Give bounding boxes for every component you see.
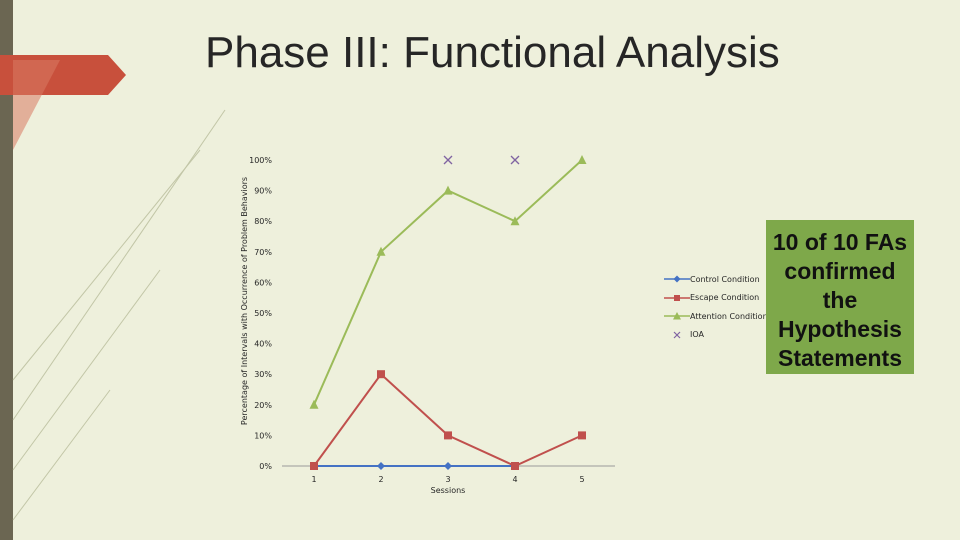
data-point-triangle [577, 155, 587, 164]
series-ioa [443, 155, 520, 165]
legend-label: IOA [690, 330, 704, 339]
y-tick-label: 50% [254, 309, 272, 318]
x-tick-label: 2 [378, 475, 383, 484]
x-tick-label: 4 [512, 475, 517, 484]
legend-marker-x [673, 331, 681, 338]
x-tick-label: 5 [579, 475, 584, 484]
data-point-square [377, 370, 385, 379]
series-layer [309, 155, 587, 470]
legend-marker-triangle [664, 312, 690, 320]
y-tick-label: 70% [254, 248, 272, 257]
decorative-lines [12, 109, 226, 521]
legend-label: Control Condition [690, 274, 760, 284]
x-axis-title: Sessions [431, 486, 466, 495]
data-point-square [511, 462, 519, 470]
y-tick-label: 90% [254, 187, 272, 196]
legend-item-escape: Escape Condition [664, 289, 768, 307]
legend-item-ioa: IOA [664, 326, 768, 344]
y-tick-label: 10% [254, 431, 272, 440]
data-point-diamond [444, 462, 452, 470]
y-tick-label: 40% [254, 340, 272, 349]
y-tick-label: 20% [254, 401, 272, 410]
legend-item-control: Control Condition [664, 270, 768, 288]
legend-marker-diamond [664, 275, 690, 283]
chart-legend: Control Condition Escape Condition Atten… [664, 270, 768, 344]
data-point-diamond [377, 462, 385, 470]
x-axis-ticks: 1 2 3 4 5 [311, 475, 584, 484]
data-point-triangle [510, 216, 520, 226]
x-tick-label: 3 [445, 475, 450, 484]
legend-label: Attention Condition [690, 311, 768, 321]
y-tick-label: 60% [254, 278, 272, 287]
left-bar [0, 0, 13, 540]
series-escape-condition [310, 370, 586, 470]
y-tick-label: 0% [259, 462, 272, 471]
callout-box: 10 of 10 FAs confirmed the Hypothesis St… [766, 220, 914, 374]
y-tick-label: 100% [249, 156, 272, 165]
series-line [313, 159, 583, 406]
legend-label: Escape Condition [690, 293, 760, 302]
legend-marker-square [664, 294, 690, 301]
series-line [313, 372, 583, 468]
legend-item-attention: Attention Condition [664, 307, 768, 325]
data-point-square [444, 431, 452, 440]
arrow-shadow [13, 60, 60, 150]
data-point-x [443, 155, 453, 165]
y-axis-title: Percentage of Intervals with Occurrence … [240, 177, 249, 425]
x-tick-label: 1 [311, 475, 316, 484]
series-attention-condition [309, 155, 587, 409]
y-tick-label: 30% [254, 370, 272, 379]
data-point-triangle [443, 185, 453, 195]
slide-title: Phase III: Functional Analysis [205, 28, 780, 77]
data-point-triangle [309, 399, 319, 409]
data-point-square [310, 462, 318, 470]
series-control-condition [310, 462, 519, 470]
y-axis-ticks: 0% 10% 20% 30% 40% 50% 60% 70% 80% 90% 100% [249, 156, 272, 471]
data-point-square [578, 431, 586, 440]
y-tick-label: 80% [254, 217, 272, 226]
data-point-triangle [376, 246, 386, 256]
callout-text: 10 of 10 FAs confirmed the Hypothesis St… [772, 229, 908, 371]
data-point-x [510, 155, 520, 165]
